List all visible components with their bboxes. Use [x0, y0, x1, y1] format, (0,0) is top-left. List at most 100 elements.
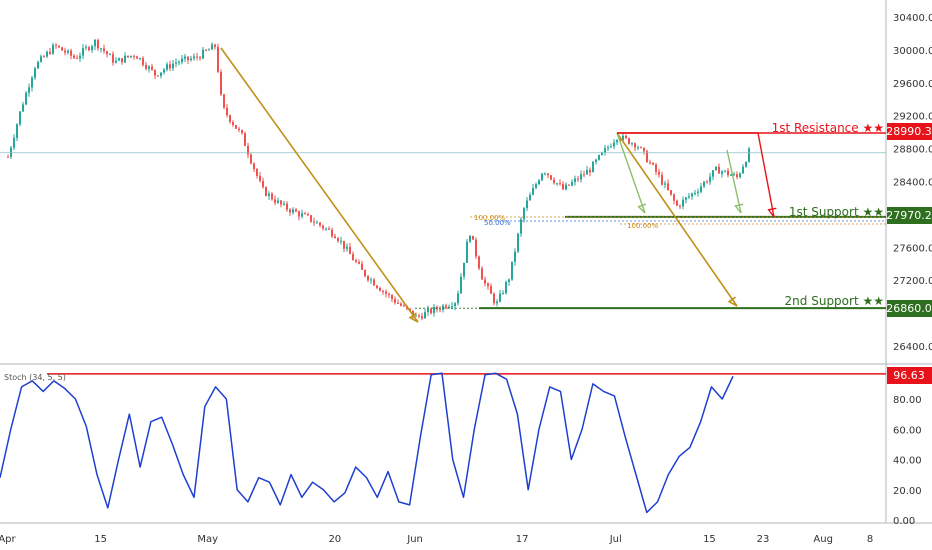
time-tick-label: Jul [609, 534, 622, 545]
candle-body [100, 48, 102, 50]
candle-body [523, 208, 525, 220]
candle-body [67, 50, 69, 53]
candle-body [589, 169, 591, 173]
candle-body [130, 55, 132, 57]
resistance-1-badge [887, 123, 932, 140]
candle-body [352, 254, 354, 261]
candle-body [175, 62, 177, 64]
candle-body [499, 293, 501, 302]
candle-body [559, 183, 561, 185]
candle-body [616, 140, 618, 143]
candle-body [415, 315, 417, 317]
candle-body [109, 54, 111, 56]
candle-body [421, 316, 423, 319]
candle-body [112, 54, 114, 63]
candle-body [565, 184, 567, 190]
candle-body [367, 276, 369, 281]
candle-body [691, 193, 693, 197]
candle-body [97, 39, 99, 49]
candle-body [169, 64, 171, 69]
candle-body [226, 107, 228, 116]
candle-body [310, 215, 312, 222]
time-tick-label: Apr [0, 534, 17, 545]
candle-body [196, 56, 198, 58]
projection-arrow-green-1-head [637, 203, 647, 214]
candle-body [265, 187, 267, 196]
candle-body [595, 159, 597, 162]
candle-body [634, 143, 636, 148]
candle-body [670, 190, 672, 195]
candle-body [142, 58, 144, 65]
candle-body [106, 51, 108, 55]
candle-body [631, 143, 633, 145]
candle-body [145, 64, 147, 69]
candle-body [121, 58, 123, 63]
candle-body [709, 176, 711, 182]
candle-body [694, 192, 696, 194]
candle-body [16, 124, 18, 138]
candle-body [475, 239, 477, 257]
candle-body [625, 135, 627, 139]
candle-body [253, 163, 255, 169]
candle-body [37, 61, 39, 69]
stoch-value-badge-text: 96.63 [893, 369, 925, 382]
stoch-value-badge [887, 367, 932, 384]
candle-body [481, 268, 483, 280]
candle-body [496, 301, 498, 304]
candle-body [742, 166, 744, 174]
candle-body [286, 203, 288, 210]
candle-body [490, 286, 492, 294]
candle-body [394, 298, 396, 303]
candle-body [583, 174, 585, 176]
candle-body [214, 44, 216, 47]
candle-body [343, 240, 345, 249]
candle-body [82, 48, 84, 56]
candlestick-series [7, 38, 750, 321]
candle-body [745, 161, 747, 167]
candle-body [172, 63, 174, 69]
candle-body [187, 56, 189, 61]
candle-body [64, 50, 66, 53]
candle-body [385, 291, 387, 294]
candle-body [448, 306, 450, 308]
candle-body [577, 178, 579, 180]
candle-body [199, 57, 201, 59]
candle-body [61, 47, 63, 51]
candle-body [7, 156, 9, 158]
candle-body [682, 199, 684, 207]
candle-body [718, 166, 720, 174]
time-tick-label: 8 [867, 534, 873, 545]
candle-body [115, 60, 117, 63]
candle-body [547, 173, 549, 176]
candle-body [721, 171, 723, 174]
candle-body [655, 164, 657, 172]
candle-body [502, 293, 504, 295]
candle-body [484, 279, 486, 284]
candle-body [358, 261, 360, 264]
candle-body [397, 302, 399, 304]
candle-body [460, 276, 462, 294]
projection-arrow-red-head [767, 207, 777, 218]
candle-body [466, 241, 468, 263]
candle-body [439, 309, 441, 311]
candle-body [229, 115, 231, 122]
fib-label-100-b: 100.00% [627, 222, 658, 230]
candle-body [517, 233, 519, 252]
price-tick-label: 27200.0 [893, 276, 932, 287]
time-tick-label: 17 [516, 534, 529, 545]
candle-body [688, 196, 690, 198]
candle-body [592, 161, 594, 173]
candle-body [376, 285, 378, 288]
candle-body [457, 293, 459, 304]
candle-body [586, 169, 588, 175]
support-1-badge-text: 27970.2 [886, 209, 932, 222]
candle-body [322, 225, 324, 229]
candle-body [712, 170, 714, 177]
candle-body [493, 293, 495, 304]
price-tick-label: 28400.0 [893, 178, 932, 189]
candle-body [574, 178, 576, 182]
projection-arrow-green-2 [726, 149, 742, 214]
candle-body [508, 279, 510, 282]
candle-body [346, 246, 348, 249]
